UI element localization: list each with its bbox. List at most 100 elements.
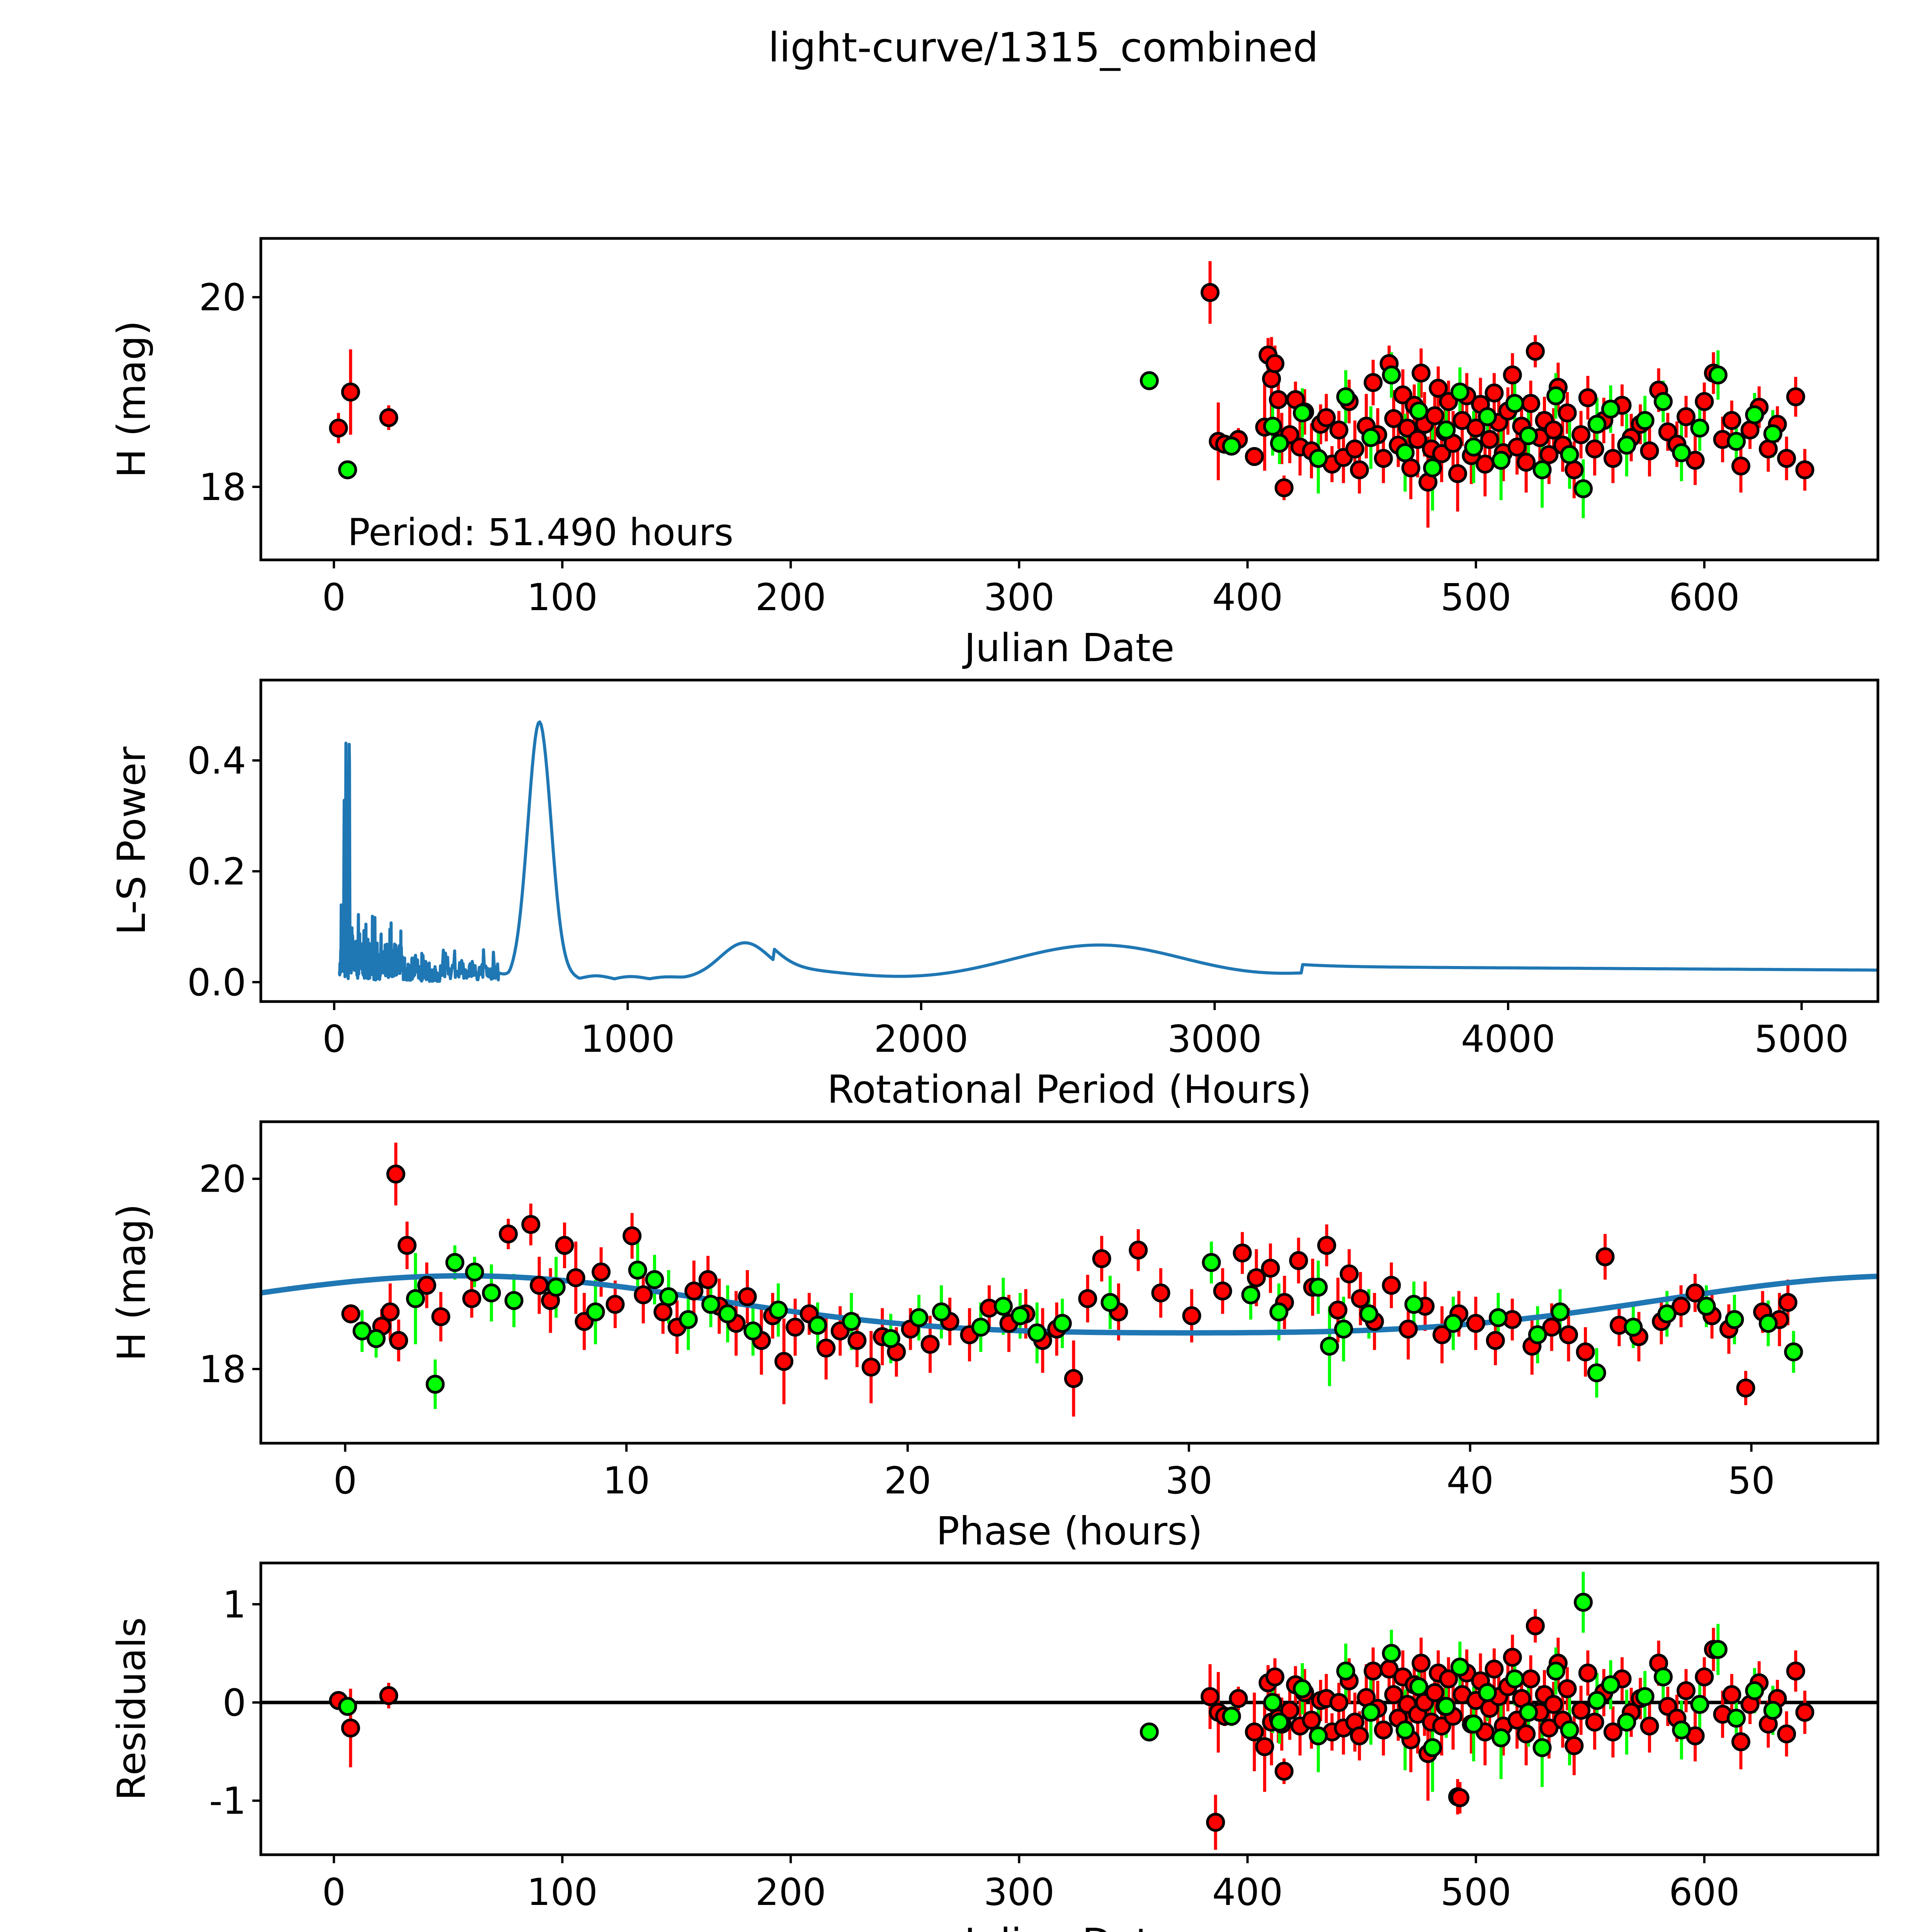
- data-point-green: [1423, 1738, 1442, 1757]
- data-point-green: [1336, 1662, 1355, 1681]
- x-tick-label: 40: [1447, 1459, 1494, 1502]
- x-tick-label: 100: [527, 576, 598, 619]
- data-point-red: [397, 1236, 417, 1255]
- data-point-red: [1585, 1713, 1604, 1732]
- data-point-green: [1450, 383, 1469, 402]
- x-axis-label: Julian Date: [962, 625, 1175, 670]
- data-point-green: [1359, 1304, 1379, 1323]
- data-point-red: [498, 1224, 518, 1243]
- data-point-green: [1222, 1707, 1241, 1726]
- x-tick-label: 200: [755, 1871, 826, 1914]
- x-tick-label: 10: [603, 1459, 650, 1502]
- data-point-red: [1382, 1276, 1401, 1295]
- data-point-red: [861, 1357, 881, 1377]
- data-point-green: [1653, 1667, 1673, 1687]
- data-point-red: [1289, 1251, 1308, 1270]
- data-point-red: [1695, 392, 1714, 411]
- data-point-green: [1241, 1285, 1260, 1304]
- data-point-red: [341, 383, 360, 402]
- data-point-green: [1309, 1726, 1328, 1745]
- data-point-red: [381, 1302, 400, 1321]
- data-point-green: [1270, 434, 1289, 453]
- data-point-red: [1064, 1369, 1083, 1388]
- data-point-red: [1450, 1788, 1469, 1808]
- data-point-red: [605, 1295, 625, 1314]
- data-point-red: [622, 1226, 642, 1245]
- data-point-green: [445, 1253, 464, 1272]
- data-point-red: [1448, 464, 1467, 483]
- data-point-red: [1640, 1716, 1659, 1736]
- data-point-green: [659, 1287, 678, 1306]
- data-point-green: [1546, 1662, 1566, 1681]
- data-point-red: [379, 1686, 398, 1705]
- data-point-red: [1408, 430, 1427, 449]
- data-point-green: [1532, 460, 1552, 480]
- data-point-red: [389, 1331, 408, 1350]
- data-point-green: [1027, 1323, 1047, 1342]
- data-point-red: [1261, 1259, 1280, 1278]
- data-point-green: [1423, 458, 1442, 478]
- data-point-red: [1517, 1724, 1536, 1743]
- data-point-red: [1350, 460, 1369, 480]
- data-point-green: [1617, 1713, 1636, 1732]
- data-point-green: [1672, 1720, 1691, 1740]
- data-point-red: [1412, 364, 1431, 383]
- data-point-green: [1519, 1702, 1538, 1722]
- data-point-red: [1640, 441, 1659, 461]
- data-point-red: [1521, 1669, 1541, 1689]
- data-point-green: [1763, 1701, 1782, 1720]
- data-point-red: [774, 1352, 794, 1371]
- data-point-red: [1571, 1701, 1591, 1720]
- data-point-green: [1053, 1314, 1072, 1333]
- data-point-green: [1139, 1722, 1159, 1742]
- data-point-red: [1265, 1667, 1284, 1687]
- data-point-red: [1722, 411, 1742, 430]
- data-point-red: [1384, 409, 1403, 428]
- data-point-red: [1603, 1722, 1622, 1742]
- data-point-red: [1351, 1289, 1370, 1308]
- axes-frame: [259, 237, 1879, 561]
- data-point-red: [1676, 407, 1696, 426]
- data-point-green: [1478, 1683, 1497, 1702]
- data-point-green: [1100, 1293, 1120, 1312]
- data-point-green: [586, 1302, 605, 1321]
- data-point-green: [1270, 1713, 1289, 1732]
- data-point-red: [1329, 1693, 1349, 1712]
- data-point-green: [679, 1310, 698, 1329]
- data-point-red: [1517, 452, 1536, 472]
- data-point-green: [1573, 479, 1593, 498]
- y-tick-label: 20: [199, 276, 246, 319]
- data-point-green: [1263, 417, 1282, 436]
- data-point-red: [1302, 1711, 1321, 1730]
- x-tick-label: 0: [322, 1871, 346, 1914]
- data-point-green: [1657, 1304, 1677, 1323]
- data-point-red: [634, 1285, 653, 1304]
- x-tick-label: 300: [984, 1871, 1054, 1914]
- y-tick-label: 0.2: [187, 850, 246, 893]
- x-tick-label: 0: [333, 1459, 357, 1502]
- data-point-red: [329, 418, 348, 438]
- data-point-green: [881, 1329, 900, 1348]
- data-point-red: [1542, 1318, 1561, 1337]
- data-point-red: [1480, 430, 1499, 449]
- data-point-green: [1727, 432, 1746, 451]
- data-point-green: [1505, 1669, 1524, 1689]
- data-point-green: [1409, 1677, 1429, 1696]
- data-point-green: [338, 1697, 357, 1716]
- data-point-red: [816, 1338, 836, 1358]
- data-point-green: [1697, 1297, 1716, 1316]
- period-annotation: Period: 51.490 hours: [348, 511, 734, 554]
- data-point-green: [352, 1321, 372, 1341]
- data-point-red: [1329, 420, 1349, 440]
- data-point-red: [566, 1268, 585, 1287]
- data-point-green: [1464, 1714, 1483, 1734]
- data-point-green: [1437, 1697, 1456, 1716]
- data-point-red: [1316, 408, 1336, 427]
- panel-phase-data-area: [261, 1143, 1878, 1417]
- data-point-green: [482, 1283, 501, 1303]
- data-point-red: [1777, 449, 1796, 468]
- data-point-red: [1340, 1264, 1359, 1284]
